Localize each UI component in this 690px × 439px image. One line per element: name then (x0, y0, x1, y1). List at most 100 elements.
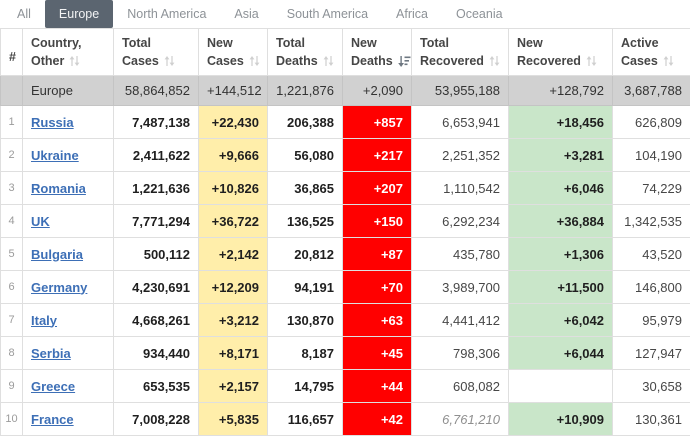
total-deaths-cell: 56,080 (267, 138, 343, 172)
total-deaths-cell: 8,187 (267, 336, 343, 370)
new-recovered-cell: +6,046 (508, 171, 613, 205)
country-link[interactable]: Russia (31, 114, 74, 130)
total-deaths-cell: 14,795 (267, 369, 343, 403)
col-label: Recovered (420, 54, 484, 68)
country-cell: UK (22, 204, 114, 238)
total-recovered-cell: 608,082 (411, 369, 509, 403)
rank-cell: 3 (0, 171, 23, 205)
new-deaths-cell: +44 (342, 369, 412, 403)
new-deaths-cell: +207 (342, 171, 412, 205)
country-link[interactable]: Germany (31, 279, 88, 295)
active-cases-cell: 104,190 (612, 138, 690, 172)
country-link[interactable]: Italy (31, 312, 58, 328)
total-recovered-cell: 6,761,210 (411, 402, 509, 436)
country-link[interactable]: Ukraine (31, 147, 79, 163)
new-recovered-cell: +6,042 (508, 303, 613, 337)
total-cases-cell: 4,668,261 (113, 303, 199, 337)
country-cell: Greece (22, 369, 114, 403)
country-link[interactable]: France (31, 411, 74, 427)
total-recovered-cell: 435,780 (411, 237, 509, 271)
total-cases-cell: 934,440 (113, 336, 199, 370)
total-cases-cell: 7,487,138 (113, 105, 199, 139)
tab-south-america[interactable]: South America (286, 7, 369, 21)
col-header-new-recovered[interactable]: New Recovered (508, 28, 613, 76)
total-cases-cell: 7,008,228 (113, 402, 199, 436)
tab-africa[interactable]: Africa (396, 7, 428, 21)
new-cases-cell: +12,209 (198, 270, 268, 304)
country-link[interactable]: Romania (31, 180, 86, 196)
new-cases-cell: +36,722 (198, 204, 268, 238)
new-cases-cell: +2,157 (198, 369, 268, 403)
table-row: 2 Ukraine 2,411,622 +9,666 56,080 +217 2,251,3… (0, 138, 690, 172)
active-cases-cell: 127,947 (612, 336, 690, 370)
active-cases-cell: 30,658 (612, 369, 690, 403)
totals-total-cases-cell: 58,864,852 (113, 75, 199, 106)
new-cases-cell: +10,826 (198, 171, 268, 205)
new-deaths-cell: +42 (342, 402, 412, 436)
col-header-new-cases[interactable]: New Cases (198, 28, 268, 76)
col-header-active-cases[interactable]: Active Cases (612, 28, 690, 76)
tab-oceania[interactable]: Oceania (456, 7, 503, 21)
country-cell: Germany (22, 270, 114, 304)
total-recovered-cell: 4,441,412 (411, 303, 509, 337)
col-header-total-cases[interactable]: Total Cases (113, 28, 199, 76)
new-cases-cell: +3,212 (198, 303, 268, 337)
sort-toggle-icon[interactable] (249, 55, 260, 67)
tab-all[interactable]: All (17, 7, 31, 21)
new-recovered-cell: +1,306 (508, 237, 613, 271)
col-label: Recovered (517, 54, 581, 68)
sort-descending-icon[interactable] (397, 55, 411, 68)
new-deaths-cell: +857 (342, 105, 412, 139)
totals-new-deaths-cell: +2,090 (342, 75, 412, 106)
country-link[interactable]: Bulgaria (31, 246, 84, 262)
new-recovered-cell: +6,044 (508, 336, 613, 370)
total-cases-cell: 500,112 (113, 237, 199, 271)
table-row: 8 Serbia 934,440 +8,171 8,187 +45 798,306 +6,04… (0, 336, 690, 370)
tab-asia[interactable]: Asia (234, 7, 259, 21)
table-row: 10 France 7,008,228 +5,835 116,657 +42 6,761,2… (0, 402, 690, 436)
new-recovered-cell: +36,884 (508, 204, 613, 238)
sort-toggle-icon[interactable] (663, 55, 674, 67)
col-label: Cases (207, 54, 244, 68)
sort-toggle-icon[interactable] (586, 55, 597, 67)
sort-toggle-icon[interactable] (323, 55, 334, 67)
total-recovered-cell: 6,653,941 (411, 105, 509, 139)
country-link[interactable]: Serbia (31, 345, 71, 361)
country-link[interactable]: UK (31, 213, 50, 229)
table-row: 1 Russia 7,487,138 +22,430 206,388 +857 6,653,… (0, 105, 690, 139)
covid-statistics-table: # Country, Other Total Cases New Cases Total Dea… (0, 28, 690, 436)
country-cell: Serbia (22, 336, 114, 370)
total-recovered-cell: 3,989,700 (411, 270, 509, 304)
table-row: 3 Romania 1,221,636 +10,826 36,865 +207 1,110,… (0, 171, 690, 205)
country-link[interactable]: Greece (31, 378, 76, 394)
table-row: 6 Germany 4,230,691 +12,209 94,191 +70 3,989,7… (0, 270, 690, 304)
col-header-country-other[interactable]: Country, Other (22, 28, 114, 76)
active-cases-cell: 1,342,535 (612, 204, 690, 238)
total-deaths-cell: 116,657 (267, 402, 343, 436)
active-cases-cell: 146,800 (612, 270, 690, 304)
col-header-total-recovered[interactable]: Total Recovered (411, 28, 509, 76)
active-cases-cell: 74,229 (612, 171, 690, 205)
table-row: 7 Italy 4,668,261 +3,212 130,870 +63 4,441,412… (0, 303, 690, 337)
new-deaths-cell: +217 (342, 138, 412, 172)
col-header-new-deaths[interactable]: New Deaths (342, 28, 412, 76)
table-row: 4 UK 7,771,294 +36,722 136,525 +150 6,292,234 +… (0, 204, 690, 238)
tab-north-america[interactable]: North America (127, 7, 207, 21)
new-deaths-cell: +45 (342, 336, 412, 370)
sort-toggle-icon[interactable] (164, 55, 175, 67)
rank-cell: 9 (0, 369, 23, 403)
rank-cell: 10 (0, 402, 23, 436)
col-header-total-deaths[interactable]: Total Deaths (267, 28, 343, 76)
total-deaths-cell: 36,865 (267, 171, 343, 205)
total-deaths-cell: 206,388 (267, 105, 343, 139)
total-recovered-cell: 6,292,234 (411, 204, 509, 238)
new-cases-cell: +2,142 (198, 237, 268, 271)
col-label: New (517, 35, 543, 50)
new-deaths-cell: +150 (342, 204, 412, 238)
rank-cell: 1 (0, 105, 23, 139)
tab-europe[interactable]: Europe (44, 0, 114, 28)
sort-toggle-icon[interactable] (489, 55, 500, 67)
total-cases-cell: 2,411,622 (113, 138, 199, 172)
sort-toggle-icon[interactable] (69, 55, 80, 67)
